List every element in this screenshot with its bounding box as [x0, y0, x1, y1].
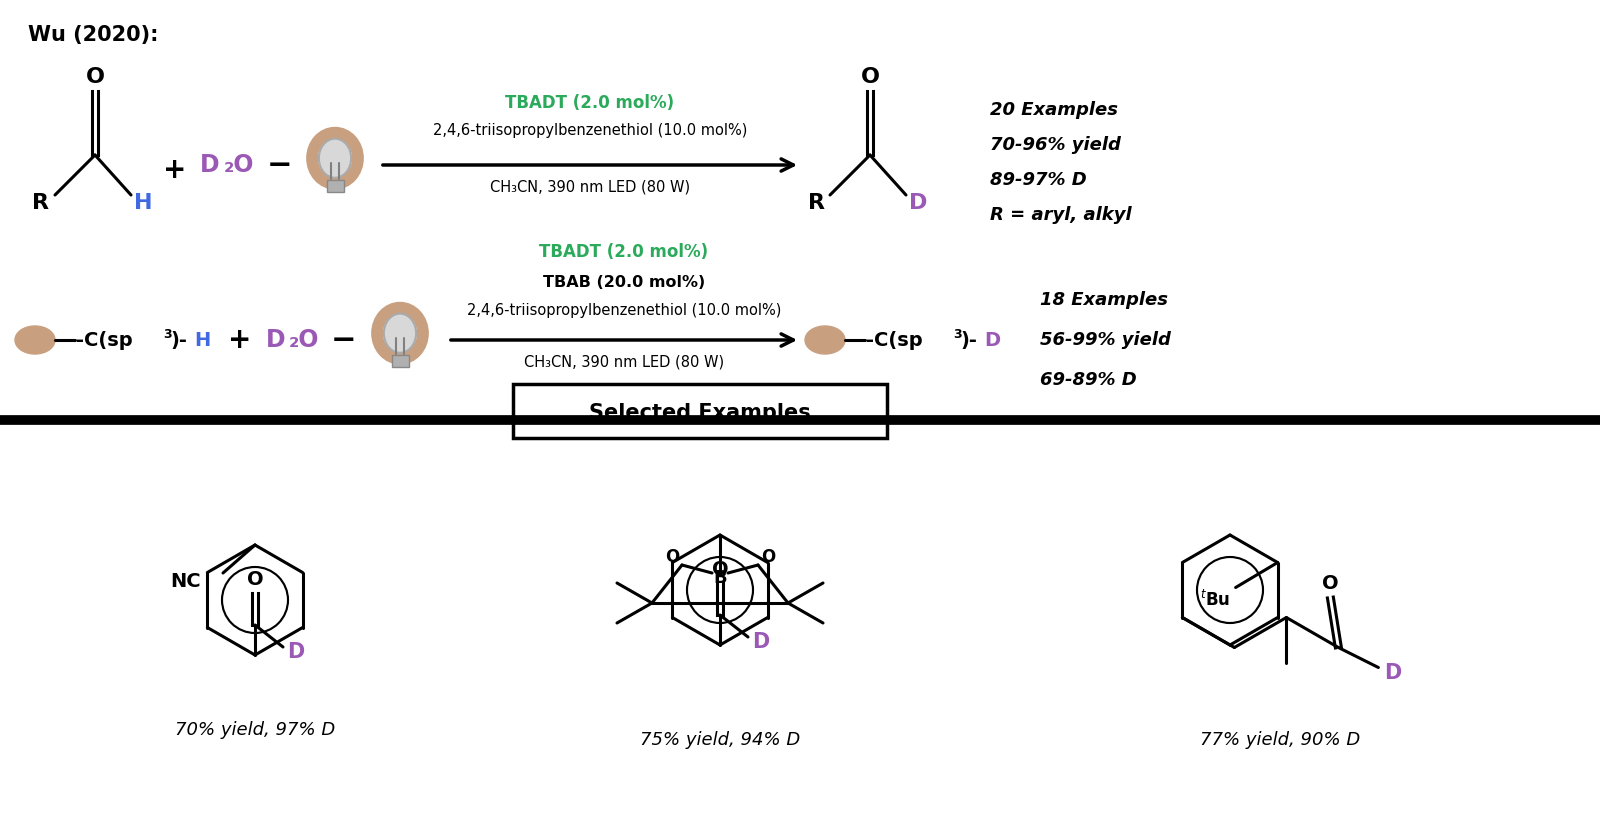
Text: O: O	[246, 569, 264, 589]
Text: H: H	[194, 331, 210, 350]
Text: D: D	[266, 328, 285, 352]
Text: Selected Examples: Selected Examples	[589, 403, 811, 423]
Text: Wu (2020):: Wu (2020):	[29, 25, 158, 45]
Text: 77% yield, 90% D: 77% yield, 90% D	[1200, 731, 1360, 749]
Text: 56-99% yield: 56-99% yield	[1040, 331, 1171, 349]
Text: O: O	[1322, 574, 1339, 593]
Text: 2,4,6-triisopropylbenzenethiol (10.0 mol%): 2,4,6-triisopropylbenzenethiol (10.0 mol…	[467, 302, 781, 318]
Text: NC: NC	[170, 572, 202, 590]
Text: CH₃CN, 390 nm LED (80 W): CH₃CN, 390 nm LED (80 W)	[523, 354, 725, 369]
Text: 70% yield, 97% D: 70% yield, 97% D	[174, 721, 334, 739]
Text: D: D	[984, 331, 1000, 350]
Text: 89-97% D: 89-97% D	[990, 171, 1086, 189]
Text: O: O	[712, 559, 728, 579]
Text: 2,4,6-triisopropylbenzenethiol (10.0 mol%): 2,4,6-triisopropylbenzenethiol (10.0 mol…	[434, 123, 747, 137]
Text: 69-89% D: 69-89% D	[1040, 371, 1136, 389]
Ellipse shape	[805, 326, 845, 354]
Text: 3: 3	[954, 328, 962, 341]
Text: TBAB (20.0 mol%): TBAB (20.0 mol%)	[542, 275, 706, 289]
Text: +: +	[229, 326, 251, 354]
FancyBboxPatch shape	[514, 384, 886, 438]
Text: ₂O: ₂O	[290, 328, 320, 352]
Text: O: O	[666, 548, 678, 566]
FancyArrowPatch shape	[451, 334, 794, 346]
Text: R: R	[32, 193, 50, 213]
Text: −: −	[330, 325, 355, 354]
Text: ₂O: ₂O	[224, 153, 254, 177]
Bar	[326, 180, 344, 192]
Text: R = aryl, alkyl: R = aryl, alkyl	[990, 206, 1131, 224]
Ellipse shape	[384, 314, 416, 353]
Text: )-: )-	[170, 331, 187, 350]
Text: +: +	[163, 156, 187, 184]
Text: 70-96% yield: 70-96% yield	[990, 136, 1122, 154]
Ellipse shape	[318, 139, 350, 178]
Text: D: D	[752, 632, 770, 652]
Text: H: H	[134, 193, 152, 213]
Text: -C(sp: -C(sp	[77, 331, 133, 350]
Text: TBADT (2.0 mol%): TBADT (2.0 mol%)	[539, 243, 709, 261]
Text: 20 Examples: 20 Examples	[990, 101, 1118, 119]
Text: O: O	[85, 67, 104, 87]
Text: $^{t}$Bu: $^{t}$Bu	[1200, 589, 1230, 610]
Text: R: R	[808, 193, 824, 213]
Text: D: D	[1384, 663, 1402, 682]
Text: 18 Examples: 18 Examples	[1040, 291, 1168, 309]
Text: 3: 3	[163, 328, 171, 341]
Ellipse shape	[14, 326, 54, 354]
Text: O: O	[762, 548, 774, 566]
Text: CH₃CN, 390 nm LED (80 W): CH₃CN, 390 nm LED (80 W)	[490, 180, 690, 194]
Text: TBADT (2.0 mol%): TBADT (2.0 mol%)	[506, 94, 675, 112]
Text: 75% yield, 94% D: 75% yield, 94% D	[640, 731, 800, 749]
Bar	[392, 355, 408, 367]
Text: −: −	[267, 150, 293, 180]
Text: B: B	[714, 569, 726, 587]
Text: D: D	[288, 642, 304, 662]
Text: )-: )-	[960, 331, 978, 350]
Text: D: D	[200, 153, 221, 177]
FancyArrowPatch shape	[382, 159, 794, 171]
Text: D: D	[909, 193, 926, 213]
Text: -C(sp: -C(sp	[866, 331, 923, 350]
Text: O: O	[861, 67, 880, 87]
